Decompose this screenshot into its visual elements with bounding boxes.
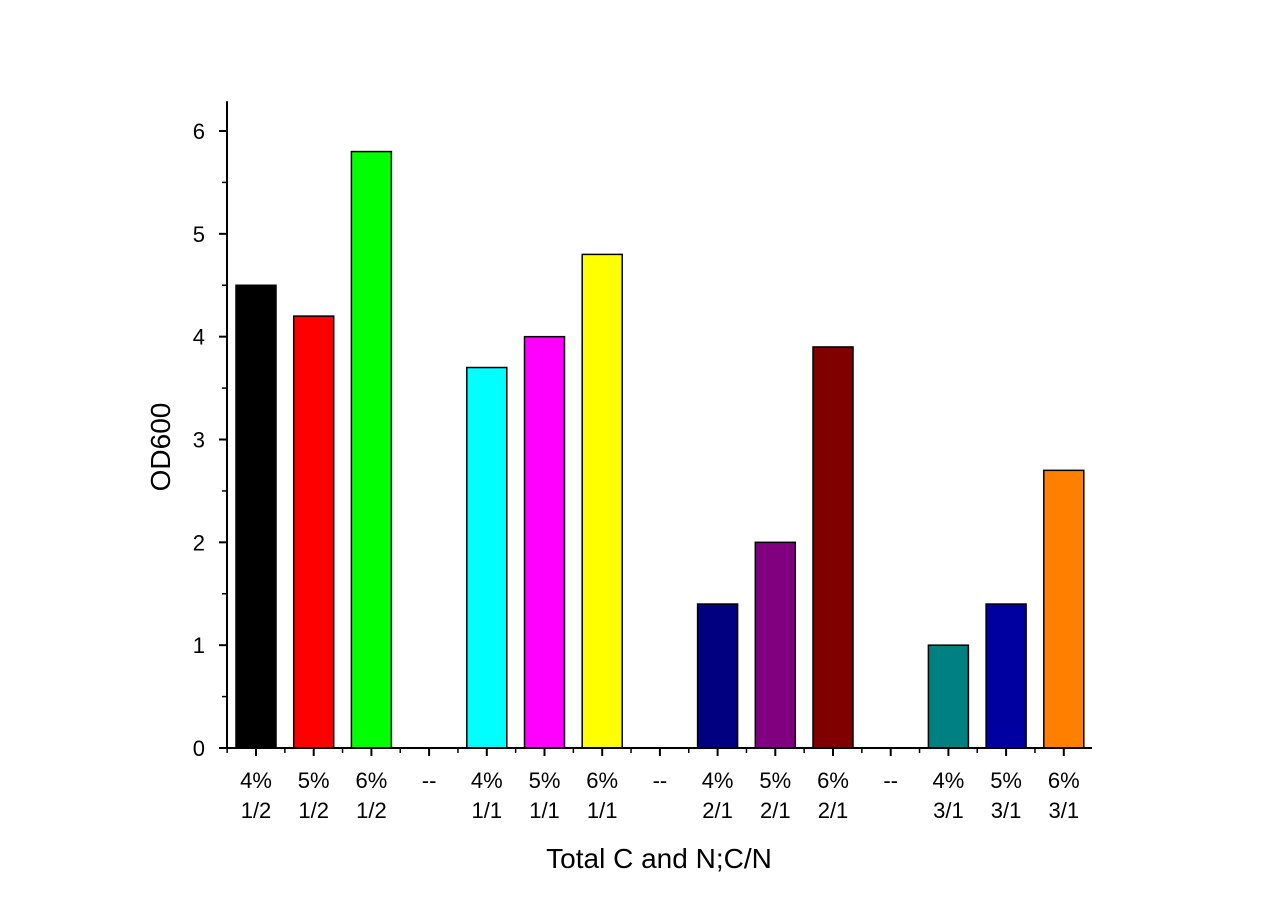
x-tick-label: 4% xyxy=(471,768,503,793)
x-tick-label: 4% xyxy=(933,768,965,793)
y-tick-label: 6 xyxy=(193,119,205,144)
x-axis: 4% 1/2 5% 1/2 6% 1/2 -- 4% 1/1 5% 1/1 6% 1/1 -- 4% 2/1 5… xyxy=(226,747,1092,823)
x-tick-label: 6% xyxy=(356,768,388,793)
x-tick-label: 1/1 xyxy=(472,798,503,823)
x-tick-label: 4% xyxy=(240,768,272,793)
x-axis-label: Total C and N;C/N xyxy=(546,843,772,874)
bar xyxy=(523,335,566,749)
x-tick-label: 1/2 xyxy=(241,798,272,823)
bars-group xyxy=(235,150,1085,749)
x-tick-label: 6% xyxy=(817,768,849,793)
bar xyxy=(754,541,797,749)
bar xyxy=(696,603,739,749)
y-tick-label: 3 xyxy=(193,428,205,453)
x-tick-label: -- xyxy=(653,768,668,793)
x-tick-label: 6% xyxy=(586,768,618,793)
x-tick-label: -- xyxy=(422,768,437,793)
bar xyxy=(812,346,854,749)
x-tick-label: 3/1 xyxy=(1049,798,1080,823)
x-tick-label: 1/2 xyxy=(298,798,329,823)
x-tick-label: -- xyxy=(883,768,898,793)
bar xyxy=(292,315,335,749)
bar xyxy=(927,644,970,749)
x-tick-label: 2/1 xyxy=(818,798,849,823)
bar xyxy=(581,253,623,749)
y-axis-label: OD600 xyxy=(145,403,176,492)
x-tick-label: 5% xyxy=(529,768,561,793)
x-tick-label: 5% xyxy=(759,768,791,793)
x-tick-label: 5% xyxy=(990,768,1022,793)
y-tick-label: 0 xyxy=(193,736,205,761)
y-tick-label: 5 xyxy=(193,222,205,247)
x-tick-label: 1/2 xyxy=(356,798,387,823)
x-tick-label: 1/1 xyxy=(529,798,560,823)
y-tick-label: 4 xyxy=(193,325,205,350)
bar xyxy=(466,366,508,749)
x-tick-label: 2/1 xyxy=(760,798,791,823)
x-tick-label: 1/1 xyxy=(587,798,618,823)
x-tick-label: 3/1 xyxy=(991,798,1022,823)
y-tick-label: 1 xyxy=(193,633,205,658)
y-axis: 0 1 2 3 4 5 6 xyxy=(193,101,228,761)
bar xyxy=(350,150,393,749)
bar xyxy=(235,284,277,749)
y-tick-label: 2 xyxy=(193,530,205,555)
x-tick-label: 6% xyxy=(1048,768,1080,793)
x-tick-label: 4% xyxy=(702,768,734,793)
bar xyxy=(985,603,1027,749)
x-tick-label: 5% xyxy=(298,768,330,793)
x-tick-label: 2/1 xyxy=(702,798,733,823)
bar xyxy=(1043,469,1085,749)
x-tick-label: 3/1 xyxy=(933,798,964,823)
